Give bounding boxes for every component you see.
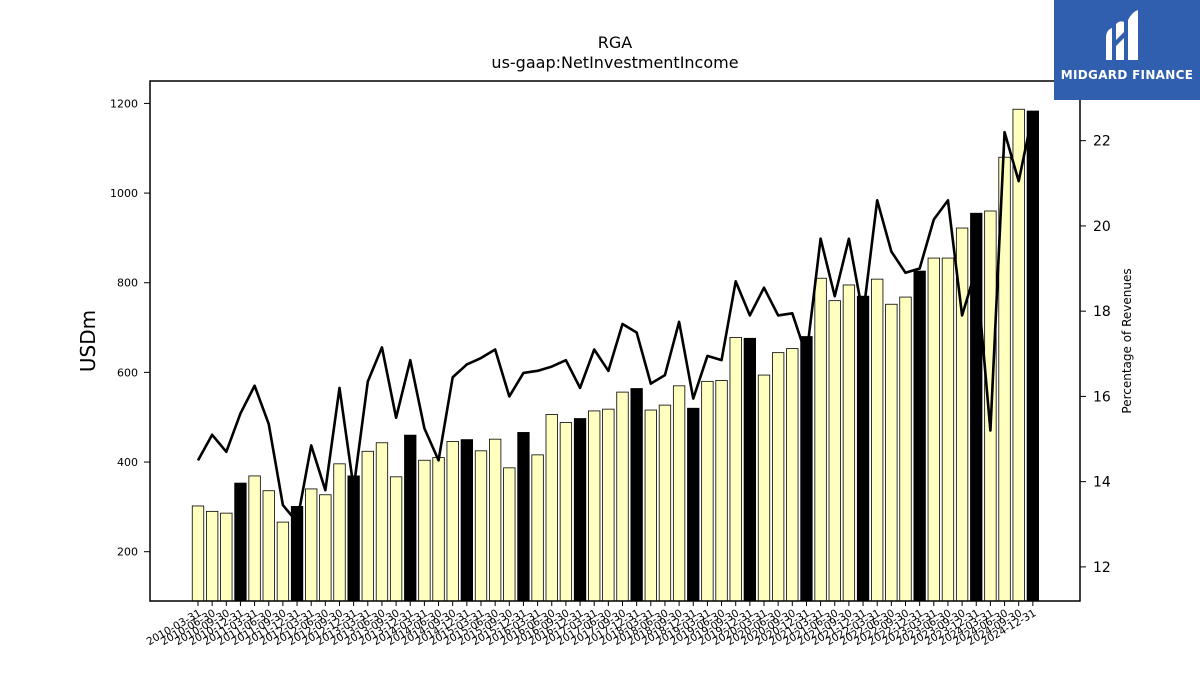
bar-2018-03-31 <box>644 409 657 602</box>
y2-tick-label: 12 <box>1093 560 1111 576</box>
y-axis-right: 12 14 16 18 20 22 <box>1080 134 1111 576</box>
chart-subtitle: us-gaap:NetInvestmentIncome <box>491 53 738 72</box>
bar-2019-09-30 <box>729 337 742 602</box>
bar-2013-12-31 <box>404 434 417 602</box>
bar-2016-09-30 <box>559 422 573 602</box>
bar-2021-03-31 <box>814 277 827 602</box>
bar-2016-03-31 <box>531 454 544 602</box>
bar-2012-12-31 <box>347 475 360 602</box>
bar-2024-09-30 <box>1012 108 1025 602</box>
bar-2014-12-31 <box>460 439 474 602</box>
bar-2010-03-31 <box>191 505 205 602</box>
y-tick-label: 1000 <box>110 187 138 200</box>
bar-2022-09-30 <box>899 296 912 602</box>
bar-2017-12-31 <box>630 388 643 602</box>
bar-2016-12-31 <box>573 418 587 602</box>
bar-2011-03-31 <box>248 475 261 602</box>
bar-2021-12-31 <box>856 295 870 602</box>
bar-2020-03-31 <box>757 374 771 602</box>
bar-2010-12-31 <box>234 482 247 602</box>
bar-2014-09-30 <box>446 441 459 602</box>
bar-2013-06-30 <box>375 442 389 602</box>
bar-2022-03-31 <box>871 278 884 602</box>
bar-2022-12-31 <box>913 270 926 602</box>
bar-2015-06-30 <box>488 438 502 602</box>
bar-2020-06-30 <box>772 352 785 602</box>
bar-2013-03-31 <box>361 450 374 602</box>
line-series <box>196 112 1035 524</box>
y2-tick-label: 20 <box>1093 219 1111 235</box>
bar-2012-03-31 <box>305 488 318 602</box>
bar-2024-12-31 <box>1026 110 1039 602</box>
y-tick-label: 800 <box>117 277 138 290</box>
logo-text: MIDGARD FINANCE <box>1060 68 1194 82</box>
y-tick-label: 400 <box>117 456 138 469</box>
bar-series <box>191 108 1039 602</box>
bar-2015-03-31 <box>474 450 488 602</box>
bar-2020-09-30 <box>786 348 799 602</box>
bar-2021-06-30 <box>828 300 841 602</box>
y2-tick-label: 14 <box>1093 475 1111 491</box>
bar-2017-06-30 <box>602 408 615 602</box>
bar-2017-03-31 <box>588 410 601 602</box>
logo-mark-icon <box>1106 10 1138 60</box>
midgard-finance-logo: MIDGARD FINANCE <box>1054 0 1200 100</box>
bar-2022-06-30 <box>885 303 898 602</box>
y-tick-label: 600 <box>117 366 138 379</box>
plot-frame <box>149 80 1081 602</box>
bar-2014-03-31 <box>418 459 431 602</box>
percentage-line <box>196 112 1035 524</box>
bar-2011-09-30 <box>276 521 290 602</box>
bar-2019-06-30 <box>715 380 728 602</box>
y-axis-label: USDm <box>76 310 100 372</box>
bar-2013-09-30 <box>389 476 403 602</box>
bar-2021-09-30 <box>842 284 856 602</box>
bar-2011-06-30 <box>262 490 275 602</box>
y-axis-left: 200 400 600 800 1000 1200 <box>110 97 150 559</box>
bar-2018-09-30 <box>672 385 686 602</box>
chart-title: RGA <box>598 33 633 52</box>
bar-2018-12-31 <box>687 407 700 602</box>
bar-2019-03-31 <box>701 380 714 602</box>
y2-tick-label: 22 <box>1093 134 1111 150</box>
bar-2015-09-30 <box>503 467 516 602</box>
y2-axis-label: Percentage of Revenues <box>1120 268 1134 413</box>
y-tick-label: 1200 <box>110 97 138 110</box>
bar-2010-06-30 <box>205 510 219 602</box>
bar-2015-12-31 <box>517 432 530 602</box>
bar-2012-09-30 <box>333 463 346 602</box>
bar-2017-09-30 <box>616 391 629 602</box>
y-tick-label: 200 <box>117 546 138 559</box>
bar-2023-06-30 <box>941 257 955 602</box>
bar-2018-06-30 <box>658 404 672 602</box>
y2-tick-label: 16 <box>1093 389 1111 405</box>
bar-2012-06-30 <box>319 494 332 602</box>
y2-tick-label: 18 <box>1093 304 1111 320</box>
bar-2019-12-31 <box>743 337 756 602</box>
x-axis: 2010-03-312010-06-302010-09-302010-12-31… <box>145 601 1038 648</box>
bar-2016-06-30 <box>545 414 558 602</box>
bar-2014-06-30 <box>432 457 445 602</box>
bar-2023-03-31 <box>927 257 940 602</box>
bar-2010-09-30 <box>220 512 233 602</box>
bar-2020-12-31 <box>800 336 813 602</box>
